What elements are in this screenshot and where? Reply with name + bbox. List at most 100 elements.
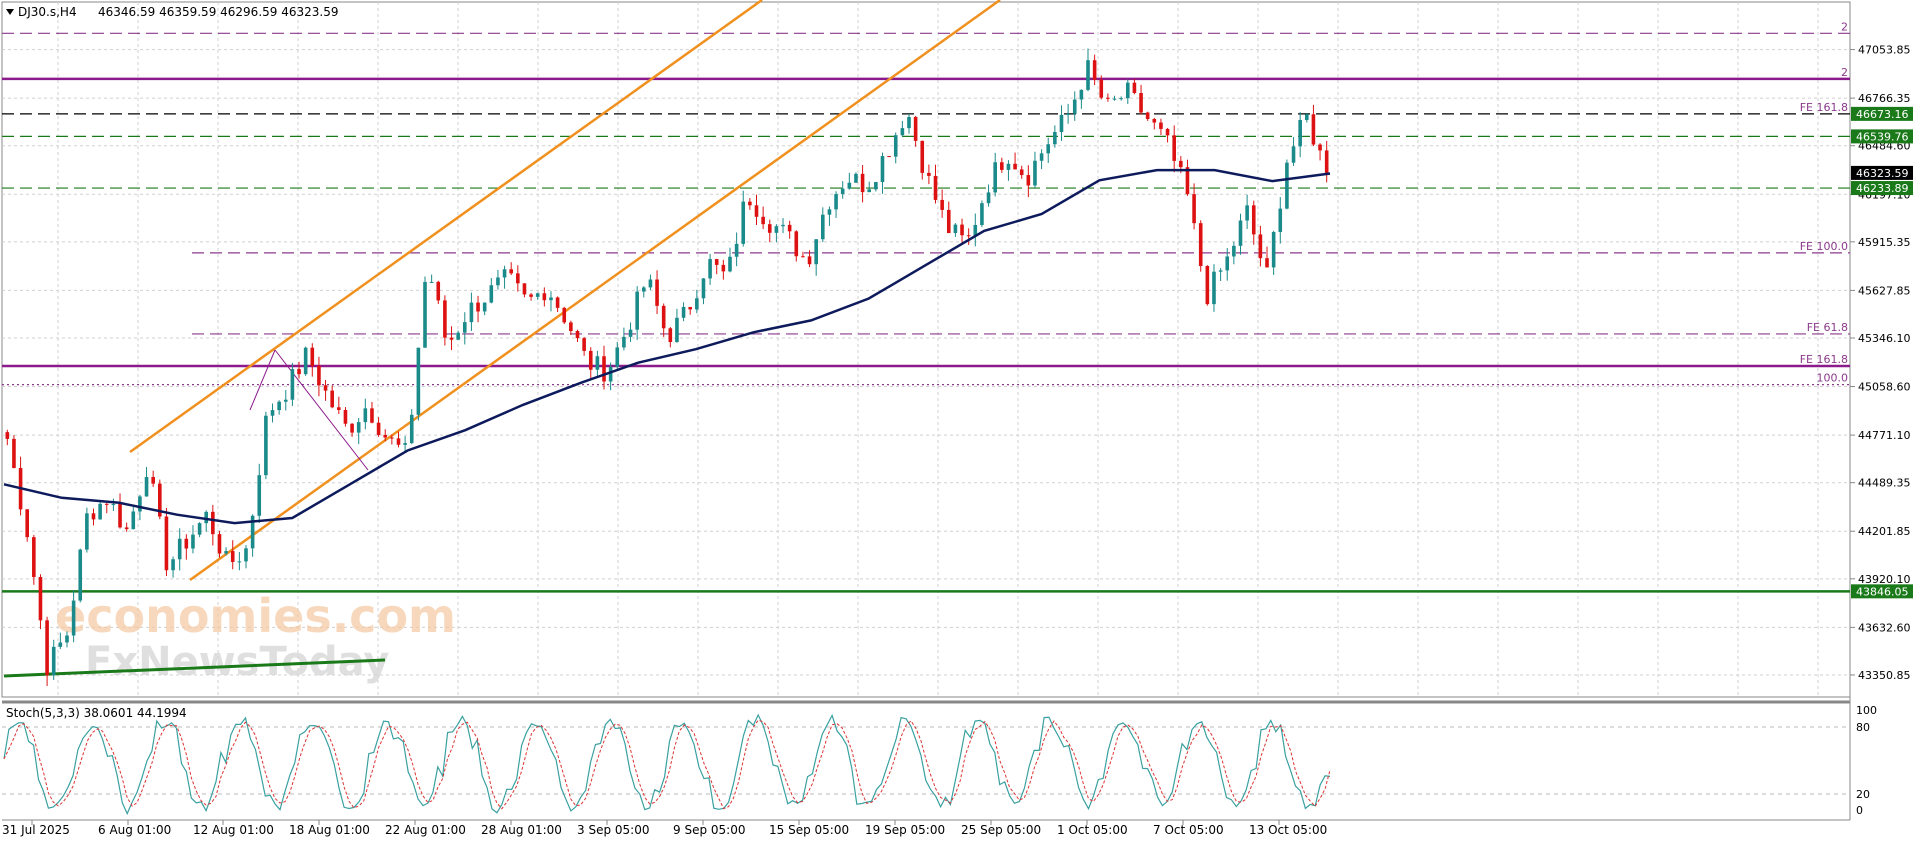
candle-body	[867, 189, 872, 193]
price-tag-text: 46323.59	[1856, 167, 1909, 180]
channel-lower-line[interactable]	[189, 0, 1001, 582]
time-axis-label: 7 Oct 05:00	[1153, 823, 1224, 837]
candle-body	[303, 347, 308, 375]
stochastic-label: Stoch(5,3,3) 38.0601 44.1994	[6, 706, 187, 720]
candle-body	[1238, 220, 1243, 246]
candle-body	[661, 305, 666, 329]
candle-body	[429, 281, 434, 283]
moving-average-line	[3, 168, 1331, 525]
candle-body	[1232, 245, 1236, 257]
candle-body	[794, 231, 799, 257]
candle-body	[1218, 270, 1223, 272]
candle-body	[628, 329, 633, 337]
candle-body	[370, 408, 374, 423]
candle-body	[237, 561, 242, 563]
candle-body	[502, 269, 507, 278]
candle-body	[542, 293, 547, 301]
candle-body	[356, 422, 361, 433]
candle-body	[449, 337, 454, 340]
candle-body	[144, 477, 149, 497]
candle-body	[1053, 131, 1057, 145]
candle-body	[973, 224, 978, 236]
candle-body	[648, 279, 653, 288]
candle-body	[85, 513, 89, 550]
candle-body	[177, 538, 182, 560]
price-axis-label: 46766.35	[1858, 92, 1911, 105]
stoch-level-label-100: 100	[1856, 704, 1877, 717]
candle-body	[516, 273, 520, 284]
stoch-level-label-80: 80	[1856, 721, 1870, 734]
grid-lines	[2, 2, 1850, 697]
candle-body	[695, 298, 699, 310]
candle-body	[1298, 119, 1302, 147]
candle-body	[635, 291, 639, 330]
candle-body	[807, 256, 812, 265]
candle-body	[403, 443, 407, 445]
channel-upper-line[interactable]	[129, 0, 763, 454]
candle-body	[840, 188, 845, 195]
price-axis-label: 44201.85	[1858, 525, 1911, 538]
candle-body	[960, 224, 964, 236]
level-label: FE 161.8	[1800, 353, 1848, 366]
candle-body	[496, 277, 500, 286]
stoch-main-line	[3, 713, 1331, 816]
price-tags: 46673.16 46539.76 46323.59 46233.89 43846.05	[1851, 106, 1913, 599]
candle-body	[264, 415, 268, 476]
candle-body	[217, 534, 222, 554]
level-label: 2	[1841, 20, 1848, 33]
candle-body	[98, 503, 102, 520]
candle-body	[12, 438, 16, 469]
stochastic-panel[interactable]: Stoch(5,3,3) 38.0601 44.1994 100 80 20 0	[2, 704, 1877, 817]
candle-body	[396, 438, 401, 445]
candle-body	[5, 432, 10, 439]
candle-body	[1278, 208, 1283, 232]
candle-body	[701, 278, 706, 299]
candle-body	[748, 201, 752, 206]
level-label: FE 100.0	[1800, 240, 1848, 253]
fibo-expansion-line[interactable]	[249, 349, 276, 411]
candle-body	[860, 173, 865, 193]
candle-body	[1145, 112, 1150, 119]
fibo-expansion-line-2[interactable]	[274, 349, 369, 471]
candle-body	[940, 199, 944, 210]
candle-body	[197, 523, 202, 535]
candle-body	[741, 201, 746, 244]
time-axis-label: 3 Sep 05:00	[577, 823, 649, 837]
price-axis-label: 43632.60	[1858, 621, 1911, 634]
price-tag-text: 43846.05	[1856, 585, 1909, 598]
candle-body	[728, 256, 732, 272]
time-axis-label: 9 Sep 05:00	[673, 823, 745, 837]
candle-body	[416, 347, 421, 415]
candle-body	[1291, 146, 1296, 163]
candle-body	[350, 423, 354, 433]
candle-body	[1205, 265, 1210, 305]
candle-body	[224, 551, 228, 554]
dropdown-triangle-icon[interactable]	[6, 9, 14, 15]
candle-body	[754, 205, 759, 217]
candle-body	[668, 328, 673, 342]
channel-support-segment[interactable]	[3, 658, 386, 678]
candle-body	[781, 224, 785, 227]
time-axis-label: 31 Jul 2025	[2, 823, 70, 837]
level-label: FE 161.8	[1800, 101, 1848, 114]
candle-body	[104, 503, 109, 505]
candle-body	[966, 235, 971, 237]
candle-body	[595, 356, 600, 370]
candle-body	[290, 369, 295, 400]
candle-body	[774, 226, 779, 233]
candle-body	[1245, 205, 1249, 221]
candle-body	[880, 156, 885, 183]
candle-body	[1000, 162, 1004, 170]
candle-body	[787, 224, 792, 232]
candle-body	[45, 620, 49, 676]
level-label: 2	[1841, 66, 1848, 79]
candle-body	[297, 369, 301, 375]
price-tag-text: 46673.16	[1856, 108, 1909, 121]
candle-body	[337, 407, 341, 411]
candle-body	[887, 156, 891, 158]
candle-body	[476, 302, 480, 312]
trend-channel[interactable]	[3, 0, 1001, 678]
chart-header: DJ30.s,H4 46346.59 46359.59 46296.59 463…	[6, 5, 338, 19]
